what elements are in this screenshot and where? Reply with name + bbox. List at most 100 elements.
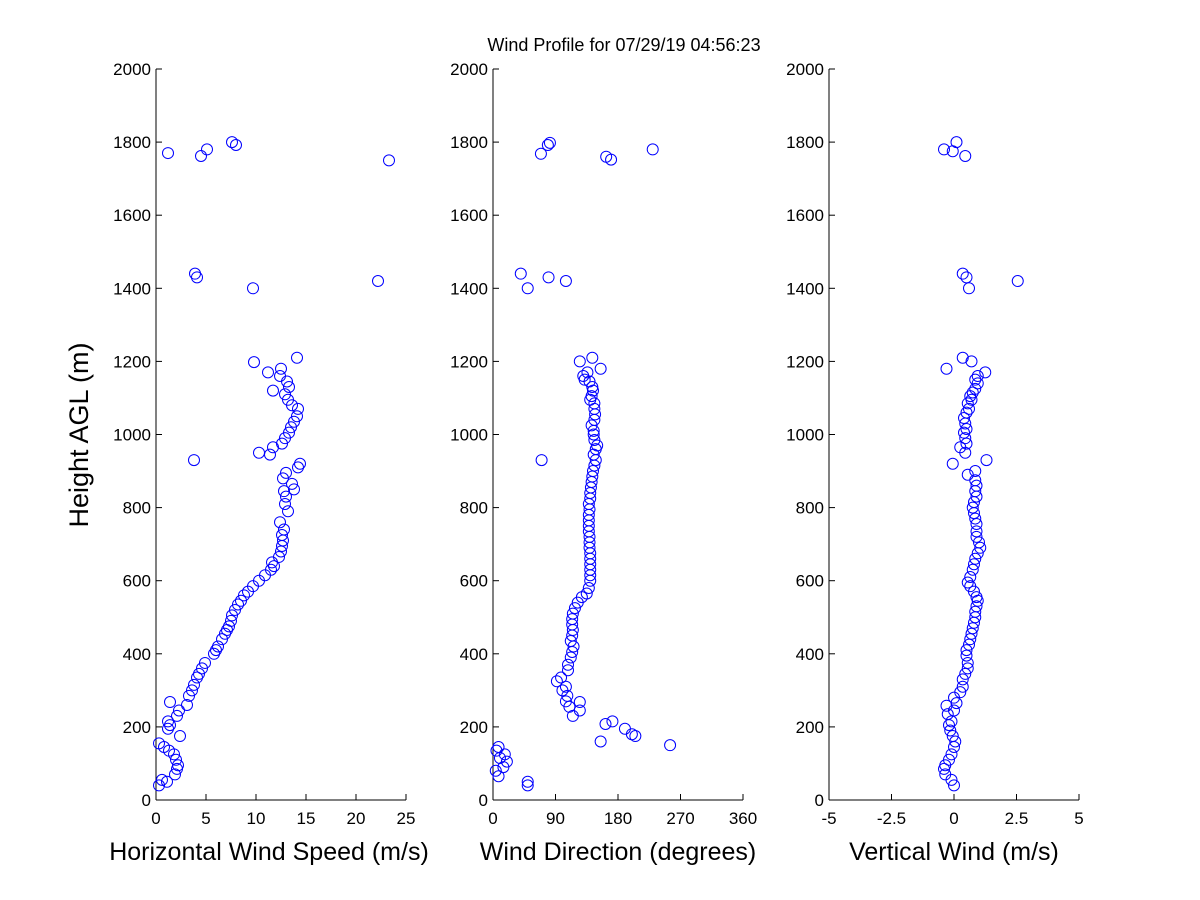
data-point [938, 143, 950, 156]
y-tick-label: 1800 [450, 133, 488, 152]
data-point [212, 640, 224, 653]
data-point [960, 406, 973, 419]
data-point [559, 680, 572, 693]
x-tick-label: -5 [821, 809, 836, 828]
data-point [164, 696, 176, 709]
data-point [489, 764, 502, 777]
data-point [959, 667, 972, 680]
data-point [278, 523, 290, 536]
data-point [594, 735, 607, 748]
data-point [247, 282, 259, 295]
y-tick-label: 1000 [113, 426, 151, 445]
data-point [591, 439, 604, 452]
data-point [945, 715, 958, 728]
data-point [492, 741, 505, 754]
data-point [960, 423, 973, 436]
data-point [961, 397, 974, 410]
data-point [566, 613, 579, 626]
data-point [970, 518, 983, 531]
y-tick-label: 1000 [450, 426, 488, 445]
data-point [956, 680, 969, 693]
data-point [564, 651, 577, 664]
data-point [969, 465, 982, 478]
data-point [170, 753, 182, 766]
data-point [267, 384, 279, 397]
data-point [963, 402, 975, 415]
y-tick-label: 1400 [450, 279, 488, 298]
data-point [291, 351, 303, 364]
data-point [970, 525, 983, 538]
x-tick-label: 0 [949, 809, 958, 828]
data-point [191, 271, 203, 284]
x-tick-label: 2.5 [1005, 809, 1029, 828]
data-point [960, 644, 973, 657]
data-point [974, 541, 987, 554]
data-point [562, 658, 574, 671]
y-tick-label: 1600 [113, 206, 151, 225]
data-point [587, 428, 600, 441]
data-point [956, 267, 969, 280]
y-axis-label: Height AGL (m) [64, 342, 94, 527]
data-point [586, 351, 599, 364]
data-point [954, 441, 967, 454]
data-point [274, 370, 286, 383]
data-point [960, 271, 973, 284]
data-point [956, 673, 969, 686]
data-point [171, 709, 183, 722]
y-tick-label: 1200 [113, 352, 151, 371]
data-point [949, 735, 962, 748]
data-point [964, 390, 977, 403]
y-tick-label: 0 [479, 791, 488, 810]
data-point [961, 576, 974, 589]
data-point [226, 609, 238, 622]
data-point [958, 426, 970, 439]
data-point [971, 370, 984, 383]
data-point [971, 377, 984, 390]
x-tick-label: 15 [297, 809, 316, 828]
data-point [970, 530, 983, 543]
data-point [945, 748, 958, 761]
data-point [566, 607, 579, 620]
y-tick-label: 1200 [450, 352, 488, 371]
x-tick-label: 5 [201, 809, 210, 828]
data-point [969, 512, 982, 525]
data-point [232, 598, 244, 611]
data-point [173, 704, 185, 717]
data-point [383, 154, 395, 167]
data-point [577, 370, 590, 383]
data-point [946, 457, 959, 470]
data-point [980, 454, 993, 467]
data-point [559, 695, 572, 708]
data-point [954, 686, 967, 699]
data-point [646, 143, 659, 156]
data-point [521, 282, 534, 295]
y-tick-label: 400 [123, 645, 151, 664]
data-point [963, 638, 975, 651]
data-point [573, 355, 586, 368]
data-point [291, 410, 303, 423]
data-point [514, 267, 527, 280]
data-point [664, 739, 677, 752]
data-point [201, 143, 213, 156]
subplot-3: 0 200 400 600 800 1000 1200 1400 1600 1800 2000 -5 -… [786, 60, 1084, 866]
x-tick-label: 0 [151, 809, 160, 828]
x-tick-label: 270 [666, 809, 694, 828]
data-point [229, 603, 241, 616]
data-point [568, 602, 581, 615]
data-point [970, 600, 983, 613]
y-tick-label: 600 [123, 572, 151, 591]
data-point [963, 282, 975, 295]
y-tick-label: 1600 [450, 206, 488, 225]
data-point [586, 380, 599, 393]
data-point [970, 591, 983, 604]
data-point [585, 390, 598, 403]
data-point [961, 468, 974, 481]
data-point [956, 351, 969, 364]
data-point [276, 437, 288, 450]
data-point [283, 426, 295, 439]
subplot-2: 0 200 400 600 800 1000 1200 1400 1600 1800 2000 0 90… [450, 60, 757, 866]
data-point [559, 274, 572, 287]
data-point [588, 397, 601, 410]
data-point [188, 454, 200, 467]
